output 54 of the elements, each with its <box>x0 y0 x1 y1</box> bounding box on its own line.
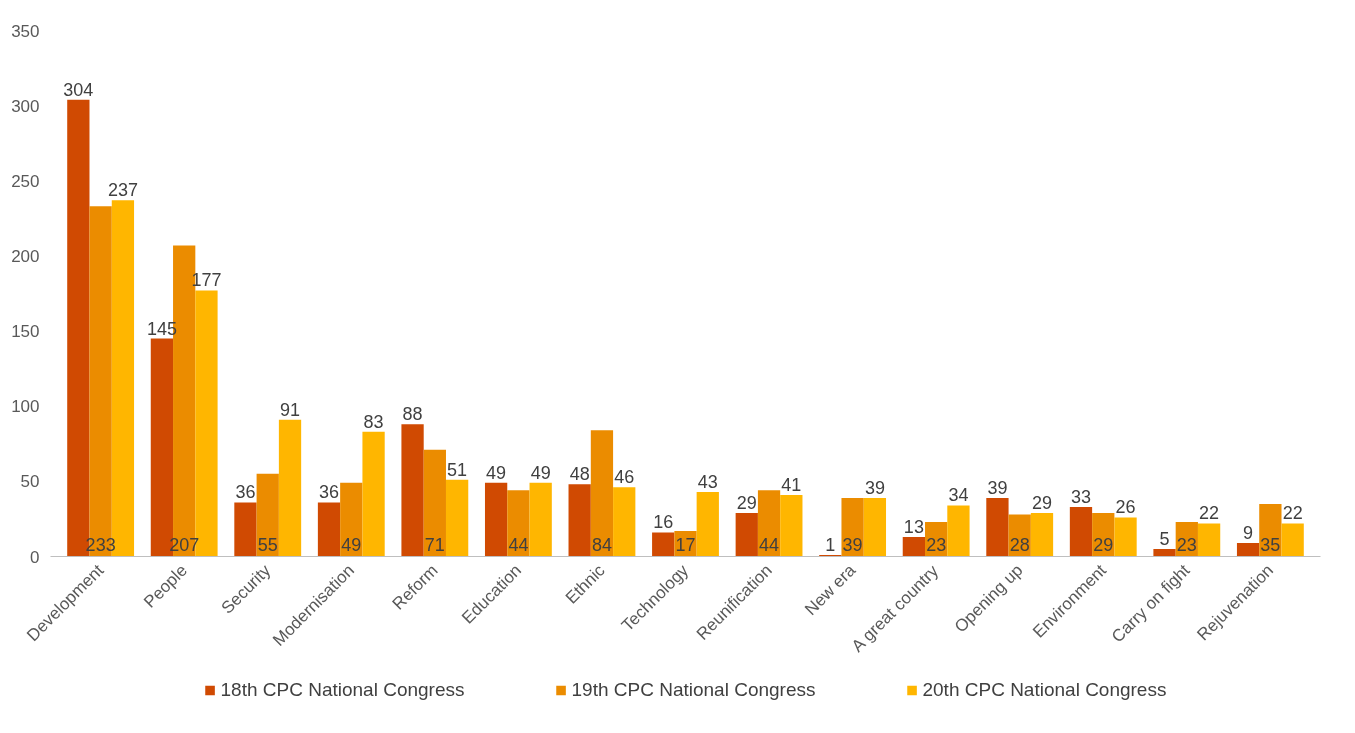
data-label: 39 <box>864 477 885 498</box>
data-label: 22 <box>1199 503 1220 524</box>
y-tick-label: 0 <box>30 547 40 567</box>
y-tick-label: 100 <box>11 397 40 417</box>
data-label: 237 <box>107 180 138 201</box>
data-label: 48 <box>569 464 590 485</box>
data-label: 49 <box>530 462 551 483</box>
data-label: 43 <box>697 471 718 492</box>
data-label: 55 <box>257 534 278 555</box>
data-label: 44 <box>759 534 780 555</box>
y-tick-label: 300 <box>11 96 40 116</box>
data-label: 49 <box>486 462 507 483</box>
data-label: 44 <box>508 534 529 555</box>
y-tick-label: 350 <box>11 21 40 41</box>
legend-label: 20th CPC National Congress <box>922 679 1167 701</box>
data-label: 29 <box>1093 534 1114 555</box>
data-label: 51 <box>447 459 468 480</box>
data-label: 304 <box>63 79 94 100</box>
data-label: 39 <box>842 534 863 555</box>
data-label: 16 <box>653 512 674 533</box>
data-label: 84 <box>591 534 612 555</box>
data-label: 46 <box>614 467 635 488</box>
data-label: 36 <box>319 482 340 503</box>
data-label: 35 <box>1260 534 1281 555</box>
data-label: 233 <box>85 534 116 555</box>
legend-label: 19th CPC National Congress <box>571 679 816 701</box>
data-label: 49 <box>341 534 362 555</box>
data-label: 34 <box>948 485 969 506</box>
data-label: 26 <box>1115 497 1136 518</box>
data-label: 36 <box>235 482 256 503</box>
data-label: 33 <box>1070 486 1091 507</box>
data-label: 83 <box>363 411 384 432</box>
data-label: 1 <box>825 535 836 555</box>
data-label: 17 <box>675 534 696 555</box>
data-label: 39 <box>987 477 1008 498</box>
data-label: 88 <box>402 404 423 425</box>
data-label: 91 <box>280 399 301 420</box>
legend-label: 18th CPC National Congress <box>220 679 465 701</box>
data-label: 13 <box>903 516 924 537</box>
data-label: 5 <box>1159 528 1170 549</box>
data-label: 22 <box>1282 503 1303 524</box>
data-label: 29 <box>1031 492 1053 513</box>
y-tick-label: 200 <box>11 246 40 266</box>
data-label: 28 <box>1009 534 1030 555</box>
data-label: 9 <box>1243 522 1254 543</box>
data-label: 29 <box>736 492 757 513</box>
data-label: 71 <box>424 534 445 555</box>
y-tick-label: 150 <box>11 322 40 342</box>
y-tick-label: 50 <box>20 472 40 492</box>
data-label: 23 <box>926 534 947 555</box>
data-label: 23 <box>1176 534 1197 555</box>
y-tick-label: 250 <box>11 171 40 191</box>
data-label: 41 <box>781 474 802 495</box>
data-label: 207 <box>169 534 200 555</box>
